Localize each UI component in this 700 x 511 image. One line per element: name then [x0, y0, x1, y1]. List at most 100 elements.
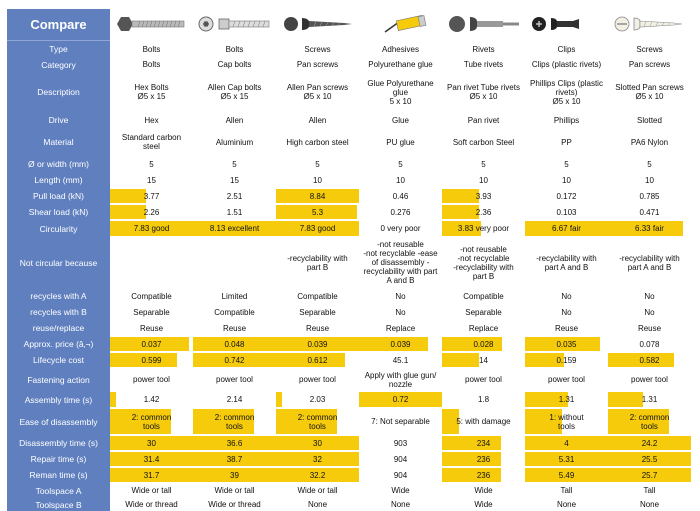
cell-text: Wide: [391, 486, 410, 495]
cell-text: power tool: [133, 375, 170, 384]
table-cell: Pan screws: [608, 57, 691, 72]
cell-text: 0.037: [141, 339, 162, 349]
table-cell: Limited: [193, 288, 276, 304]
table-cell: 30: [110, 435, 193, 451]
value-bar: [442, 468, 501, 482]
cell-text: 30: [147, 438, 156, 448]
table-cell: Separable: [110, 304, 193, 320]
table-cell: 45.1: [359, 352, 442, 368]
table-cell: 0.46: [359, 188, 442, 204]
cell-text: 5: [149, 159, 154, 169]
table-cell: power tool: [276, 368, 359, 391]
value-bar: [110, 221, 193, 236]
cell-text: Reuse: [554, 323, 579, 333]
cell-text: 0.471: [639, 207, 660, 217]
table-cell: 25.7: [608, 467, 691, 483]
table-cell: Wide: [442, 498, 525, 511]
cell-text: PA6 Nylon: [630, 137, 669, 147]
value-bar: [608, 436, 691, 450]
cell-text: No: [395, 291, 406, 301]
cell-text: No: [561, 307, 572, 317]
table-cell: Glue: [359, 112, 442, 128]
table-cell: 5: with damage: [442, 408, 525, 435]
cell-text: 0.039: [390, 339, 411, 349]
table-cell: 10: [525, 172, 608, 188]
table-cell: Wide or thread: [193, 498, 276, 511]
cell-text: Apply with glue gun/ nozzle: [364, 370, 437, 389]
cell-text: Reuse: [139, 323, 164, 333]
table-cell: -recyclability with part A and B: [608, 237, 691, 288]
table-cell: Wide or tall: [110, 483, 193, 498]
value-bar: [359, 337, 428, 351]
table-cell: 14: [442, 352, 525, 368]
table-cell: 8.13 excellent: [193, 220, 276, 237]
table-cell: Compatible: [193, 304, 276, 320]
value-bar: [525, 409, 563, 434]
cell-text: 5.3: [311, 207, 324, 217]
table-cell: Rivets: [442, 41, 525, 57]
table-cell: Aluminium: [193, 128, 276, 156]
cell-text: 24.2: [641, 438, 658, 448]
table-cell: 32: [276, 451, 359, 467]
table-cell: Hex: [110, 112, 193, 128]
table-cell: Screws: [608, 41, 691, 57]
table-cell: No: [359, 304, 442, 320]
row-label: Description: [37, 87, 80, 97]
compare-title: Compare: [7, 9, 110, 41]
table-cell: 2.03: [276, 391, 359, 408]
cell-text: Slotted Pan screws Ø5 x 10: [615, 83, 684, 101]
table-cell: 10: [608, 172, 691, 188]
table-cell: 1.42: [110, 391, 193, 408]
cell-text: Pan screws: [628, 60, 671, 69]
value-bar: [442, 436, 501, 450]
table-cell: None: [525, 498, 608, 511]
cell-text: 39: [230, 470, 239, 480]
cell-text: No: [644, 291, 655, 301]
value-bar: [110, 409, 172, 434]
value-bar: [193, 221, 276, 236]
table-cell: Wide or tall: [193, 483, 276, 498]
cell-text: Aluminium: [215, 137, 254, 147]
table-cell: 2.36: [442, 204, 525, 220]
value-bar: [276, 353, 345, 367]
table-cell: 3.93: [442, 188, 525, 204]
value-bar: [110, 468, 193, 482]
cell-text: 0.582: [639, 355, 660, 365]
row-label: Disassembly time (s): [19, 438, 98, 448]
value-bar: [110, 436, 193, 450]
cell-text: Wide or tall: [297, 486, 338, 495]
plastic-clip-icon: [525, 9, 608, 40]
value-bar: [525, 221, 608, 236]
table-cell: 5: [442, 156, 525, 172]
table-cell: None: [276, 498, 359, 511]
value-bar: [193, 436, 276, 450]
table-cell: 5: [193, 156, 276, 172]
table-cell: 7.83 good: [276, 220, 359, 237]
value-bar: [525, 392, 569, 407]
slotted-pan-screw-icon: [608, 9, 691, 40]
table-cell: Phillips: [525, 112, 608, 128]
value-bar: [110, 337, 189, 351]
cell-text: 5: [481, 159, 486, 169]
table-cell: Standard carbon steel: [110, 128, 193, 156]
cell-text: Glue Polyurethane glue 5 x 10: [367, 78, 434, 106]
table-cell: Bolts: [193, 41, 276, 57]
value-bar: [525, 337, 600, 351]
table-cell: Reuse: [525, 320, 608, 336]
table-cell: Phillips Clips (plastic rivets) Ø5 x 10: [525, 72, 608, 112]
cell-text: Wide or tall: [214, 486, 255, 495]
cell-text: Clips (plastic rivets): [531, 60, 602, 69]
value-bar: [608, 392, 643, 407]
row-label: Ø or width (mm): [28, 159, 89, 169]
row-label: Circularity: [39, 223, 78, 234]
value-bar: [442, 337, 502, 351]
cell-text: Hex Bolts Ø5 x 15: [134, 83, 169, 101]
row-label: Fastening action: [27, 374, 90, 385]
row-label: Not circular because: [19, 257, 98, 268]
table-cell: 5: [608, 156, 691, 172]
cell-text: -recyclability with part A and B: [619, 253, 680, 272]
cell-text: Bolts: [142, 44, 161, 54]
row-label: Reman time (s): [29, 470, 88, 480]
table-cell: 236: [442, 451, 525, 467]
cell-text: Separable: [299, 307, 336, 317]
